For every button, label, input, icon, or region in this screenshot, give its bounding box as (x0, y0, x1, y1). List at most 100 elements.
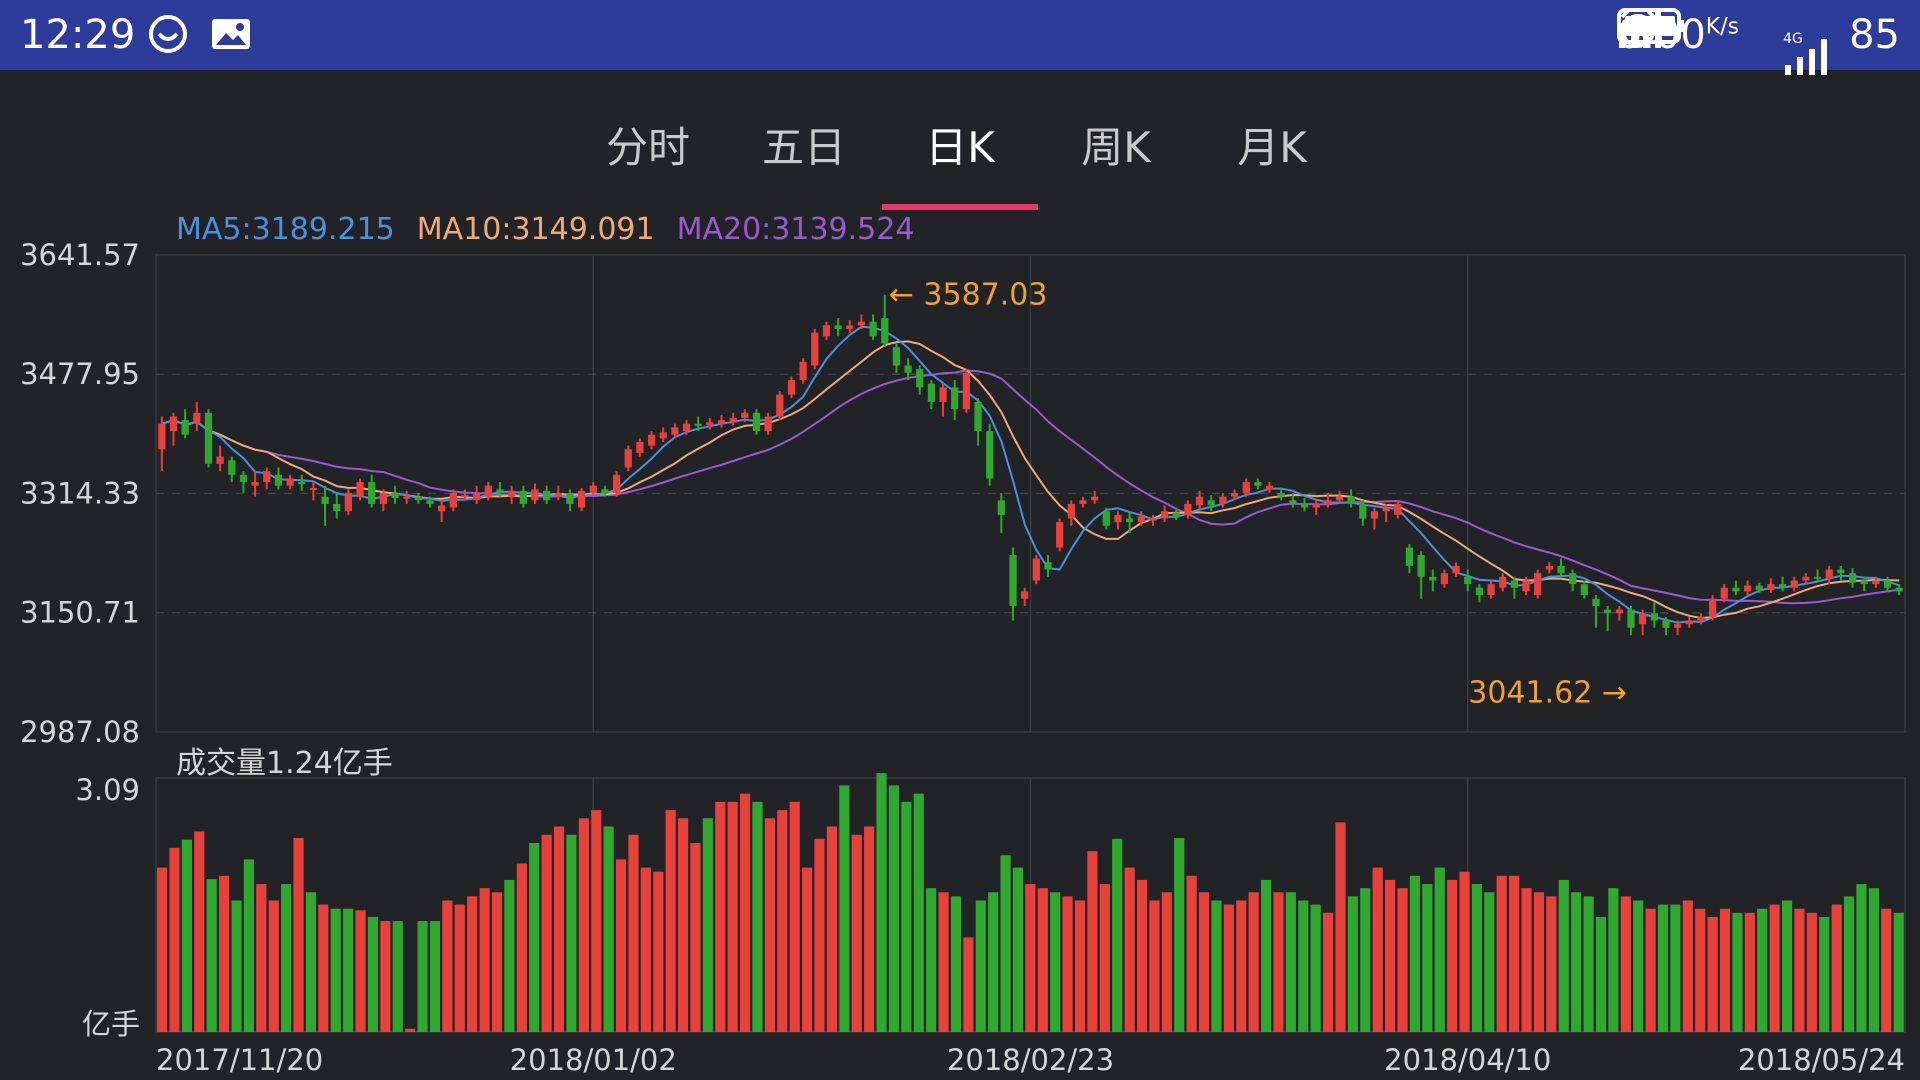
volume-bar (715, 801, 726, 1032)
volume-bar (1571, 892, 1582, 1032)
candle-body (531, 489, 539, 501)
high-price-annotation: ← 3587.03 (889, 278, 1048, 313)
volume-bar (1682, 900, 1693, 1032)
volume-bar (1062, 896, 1073, 1032)
volume-bar (553, 826, 565, 1032)
candle-body (321, 496, 329, 504)
candle-body (1324, 500, 1332, 504)
candle-body (1487, 584, 1495, 596)
volume-bar (1583, 896, 1594, 1032)
volume-bar (591, 810, 602, 1032)
candle-body (1615, 609, 1623, 614)
volume-bar (1260, 879, 1272, 1032)
volume-bar (1248, 892, 1259, 1032)
volume-bar (467, 896, 478, 1032)
tab-daily-k[interactable]: 日K (925, 123, 995, 172)
candle-body (846, 325, 854, 330)
candle-body (1639, 613, 1647, 625)
candle-body (496, 489, 504, 494)
candle-body (1254, 482, 1262, 486)
candle-body (799, 361, 807, 381)
tab-monthly-k[interactable]: 月K (1237, 123, 1307, 172)
y-tick-label: 3641.57 (20, 238, 140, 272)
volume-bar (665, 810, 676, 1032)
candle-body (636, 441, 644, 453)
volume-bar (1657, 904, 1669, 1032)
candle-body (461, 495, 469, 498)
candle-body (1056, 522, 1064, 548)
volume-bar (1608, 888, 1619, 1032)
candle-body (1860, 580, 1868, 585)
volume-bar (1198, 892, 1210, 1032)
candle-body (1837, 569, 1845, 574)
candle-body (216, 456, 224, 464)
candle-body (1440, 573, 1449, 585)
candle-body (286, 478, 294, 486)
volume-bar (281, 884, 292, 1032)
candle-body (1522, 580, 1530, 592)
volume-bar (1868, 888, 1879, 1032)
volume-bar (653, 871, 664, 1032)
candle-body (997, 500, 1005, 515)
volume-bar (1360, 888, 1371, 1032)
volume-bar (1074, 900, 1086, 1032)
tab-five-day[interactable]: 五日 (761, 123, 846, 172)
volume-title: 成交量1.24亿手 (176, 746, 393, 781)
volume-bar (491, 892, 503, 1032)
candle-body (974, 401, 982, 432)
volume-bar (1881, 908, 1892, 1032)
candle-body (1697, 616, 1705, 621)
candle-body (1230, 493, 1239, 497)
volume-bar (864, 826, 875, 1032)
gallery-icon (210, 14, 250, 54)
chat-bubble-icon (148, 14, 188, 54)
volume-bar (901, 801, 912, 1032)
candle-body (204, 412, 213, 464)
tab-weekly-k[interactable]: 周K (1081, 123, 1151, 172)
volume-bar (1769, 904, 1780, 1032)
candle-body (1627, 609, 1635, 628)
volume-bar (1620, 896, 1631, 1032)
volume-bar (1223, 904, 1234, 1032)
volume-bar (603, 826, 614, 1032)
period-tabs: 分时 五日 日K 周K 月K (0, 70, 1920, 210)
x-date-label: 2018/05/24 (1738, 1043, 1905, 1077)
volume-bar (268, 900, 279, 1032)
volume-bar (1447, 879, 1458, 1032)
candle-body (1557, 565, 1565, 574)
volume-bar (1794, 908, 1805, 1032)
volume-bar (169, 847, 180, 1032)
candle-body (169, 416, 178, 432)
volume-bar (1335, 822, 1346, 1032)
candle-body (1207, 500, 1215, 506)
candle-body (1417, 554, 1425, 577)
candle-body (1545, 565, 1553, 570)
volume-bar (802, 867, 813, 1032)
volume-bar (1509, 875, 1520, 1032)
tab-minute[interactable]: 分时 (605, 123, 690, 172)
candle-body (1370, 511, 1379, 519)
candle-body (647, 434, 656, 446)
volume-bar (1595, 916, 1607, 1032)
candle-body (1009, 554, 1017, 606)
volume-bar (690, 842, 701, 1032)
volume-bar (1719, 908, 1731, 1032)
candle-body (892, 347, 901, 366)
candle-body (1848, 573, 1857, 583)
volume-bar (677, 818, 689, 1032)
volume-bar (454, 904, 465, 1032)
candle-body (1067, 503, 1075, 519)
volume-bar (615, 859, 627, 1032)
volume-bar (1471, 884, 1483, 1032)
candle-body (612, 474, 621, 494)
volume-bar (1298, 900, 1309, 1032)
volume-bar (740, 793, 751, 1032)
volume-bar (367, 916, 379, 1032)
volume-bar (1781, 900, 1793, 1032)
volume-bar (1136, 879, 1148, 1032)
volume-bar (640, 867, 651, 1032)
candle-body (834, 325, 842, 330)
volume-bar (1744, 912, 1755, 1032)
candle-body (1347, 496, 1355, 504)
